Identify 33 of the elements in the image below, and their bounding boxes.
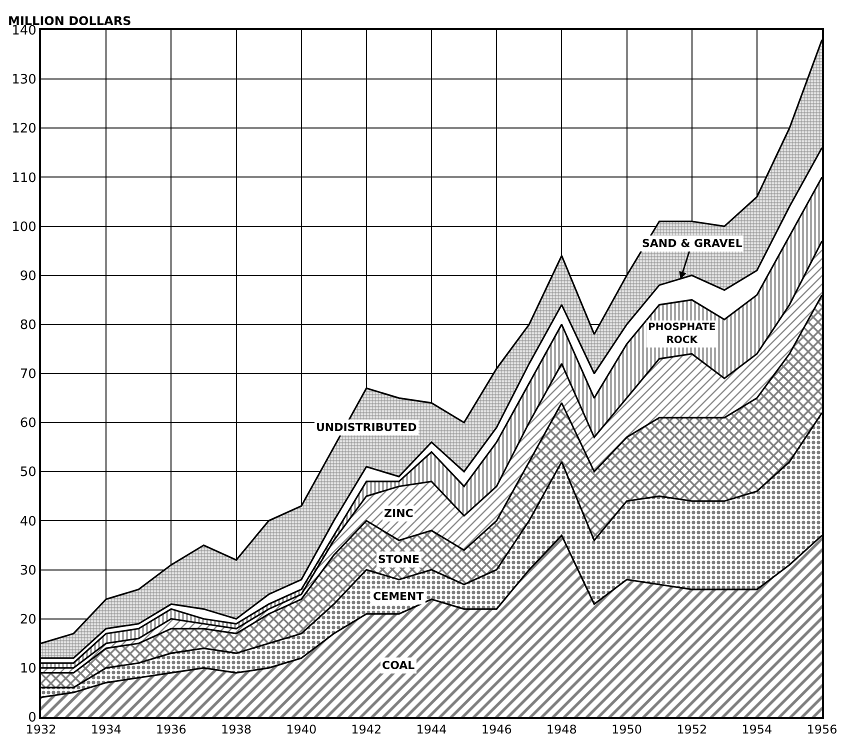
y-tick-label: 30: [20, 563, 36, 578]
x-tick-label: 1940: [286, 722, 317, 736]
y-tick-label: 130: [12, 72, 36, 88]
y-tick-label: 50: [20, 465, 36, 480]
x-tick-label: 1944: [416, 722, 447, 736]
series-label: UNDISTRIBUTED: [316, 421, 417, 434]
x-tick-label: 1934: [90, 722, 122, 736]
x-tick-label: 1956: [806, 722, 838, 736]
y-tick-label: 10: [20, 661, 36, 676]
y-tick-label: 100: [12, 220, 36, 235]
y-tick-label: 110: [12, 170, 36, 186]
text: SAND & GRAVEL: [642, 237, 742, 250]
y-tick-label: 40: [20, 514, 36, 530]
x-tick-label: 1950: [611, 722, 642, 736]
x-tick-label: 1942: [351, 722, 382, 736]
y-tick-label: 70: [20, 367, 36, 382]
y-tick-label: 20: [20, 612, 36, 628]
series-label: COAL: [382, 659, 415, 672]
series-label: PHOSPHATE ROCK: [648, 322, 716, 346]
x-tick-label: 1952: [676, 722, 708, 736]
series-label: STONE: [378, 553, 420, 566]
y-tick-label: 140: [12, 24, 36, 39]
series-label: CEMENT: [373, 590, 424, 603]
x-tick-label: 1938: [220, 722, 252, 736]
y-tick-label: 60: [20, 416, 36, 432]
x-tick-label: 1946: [481, 722, 512, 736]
x-tick-label: 1948: [546, 722, 577, 736]
y-tick-label: 90: [20, 268, 36, 284]
x-tick-label: 1954: [742, 722, 772, 736]
y-tick-label: 120: [12, 122, 36, 137]
y-tick-label: 80: [20, 318, 36, 333]
series-label: ZINC: [384, 507, 414, 520]
x-tick-label: 1936: [156, 722, 186, 736]
